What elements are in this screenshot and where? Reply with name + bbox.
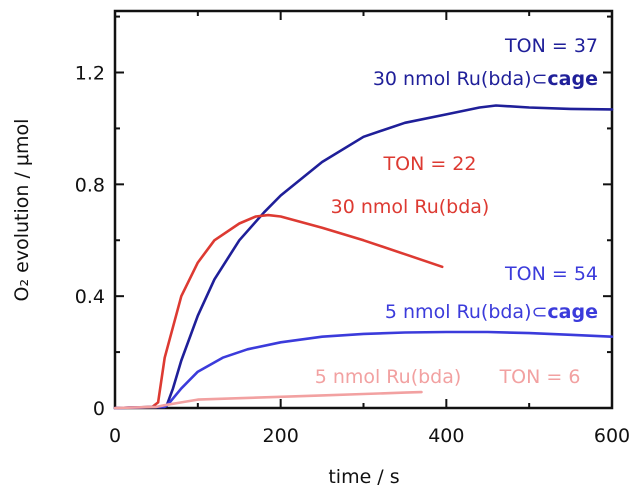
x-tick-label: 0 bbox=[109, 425, 121, 447]
series-30nmol-line bbox=[113, 213, 444, 410]
annotation-a6: 5 nmol Ru(bda)⊂cage bbox=[385, 301, 598, 323]
annotation-text: TON = 22 bbox=[383, 153, 477, 175]
annotation-a2: 30 nmol Ru(bda)⊂cage bbox=[373, 68, 598, 90]
y-tick-label: 1.2 bbox=[75, 63, 105, 85]
series-30nmol-cage-line bbox=[113, 104, 614, 410]
y-tick-label: 0.8 bbox=[75, 174, 105, 196]
annotation-text: TON = 54 bbox=[504, 263, 598, 285]
annotation-a7: 5 nmol Ru(bda) bbox=[315, 366, 462, 388]
annotation-bold-text: cage bbox=[547, 301, 598, 323]
series-layer bbox=[113, 104, 614, 410]
x-tick-label: 400 bbox=[428, 425, 464, 447]
annotation-text: 5 nmol Ru(bda) bbox=[315, 366, 462, 388]
annotation-text: 30 nmol Ru(bda) bbox=[331, 196, 490, 218]
y-axis-title: O₂ evolution / μmol bbox=[11, 119, 33, 302]
annotation-text: 5 nmol Ru(bda)⊂ bbox=[385, 301, 548, 323]
x-tick-label: 200 bbox=[263, 425, 299, 447]
x-axis-title: time / s bbox=[328, 466, 399, 488]
x-tick-label: 600 bbox=[594, 425, 630, 447]
annotation-a8: TON = 6 bbox=[499, 366, 581, 388]
annotation-a3: TON = 22 bbox=[383, 153, 477, 175]
annotation-text: TON = 37 bbox=[504, 35, 598, 57]
series-5nmol-line bbox=[113, 390, 423, 410]
y-tick-label: 0.4 bbox=[75, 286, 105, 308]
series-5nmol-cage-line bbox=[113, 330, 614, 410]
y-tick-label: 0 bbox=[93, 398, 105, 420]
annotation-a5: TON = 54 bbox=[504, 263, 598, 285]
annotation-a1: TON = 37 bbox=[504, 35, 598, 57]
annotation-text: TON = 6 bbox=[499, 366, 581, 388]
annotation-text: 30 nmol Ru(bda)⊂ bbox=[373, 68, 548, 90]
annotation-bold-text: cage bbox=[547, 68, 598, 90]
annotation-a4: 30 nmol Ru(bda) bbox=[331, 196, 490, 218]
